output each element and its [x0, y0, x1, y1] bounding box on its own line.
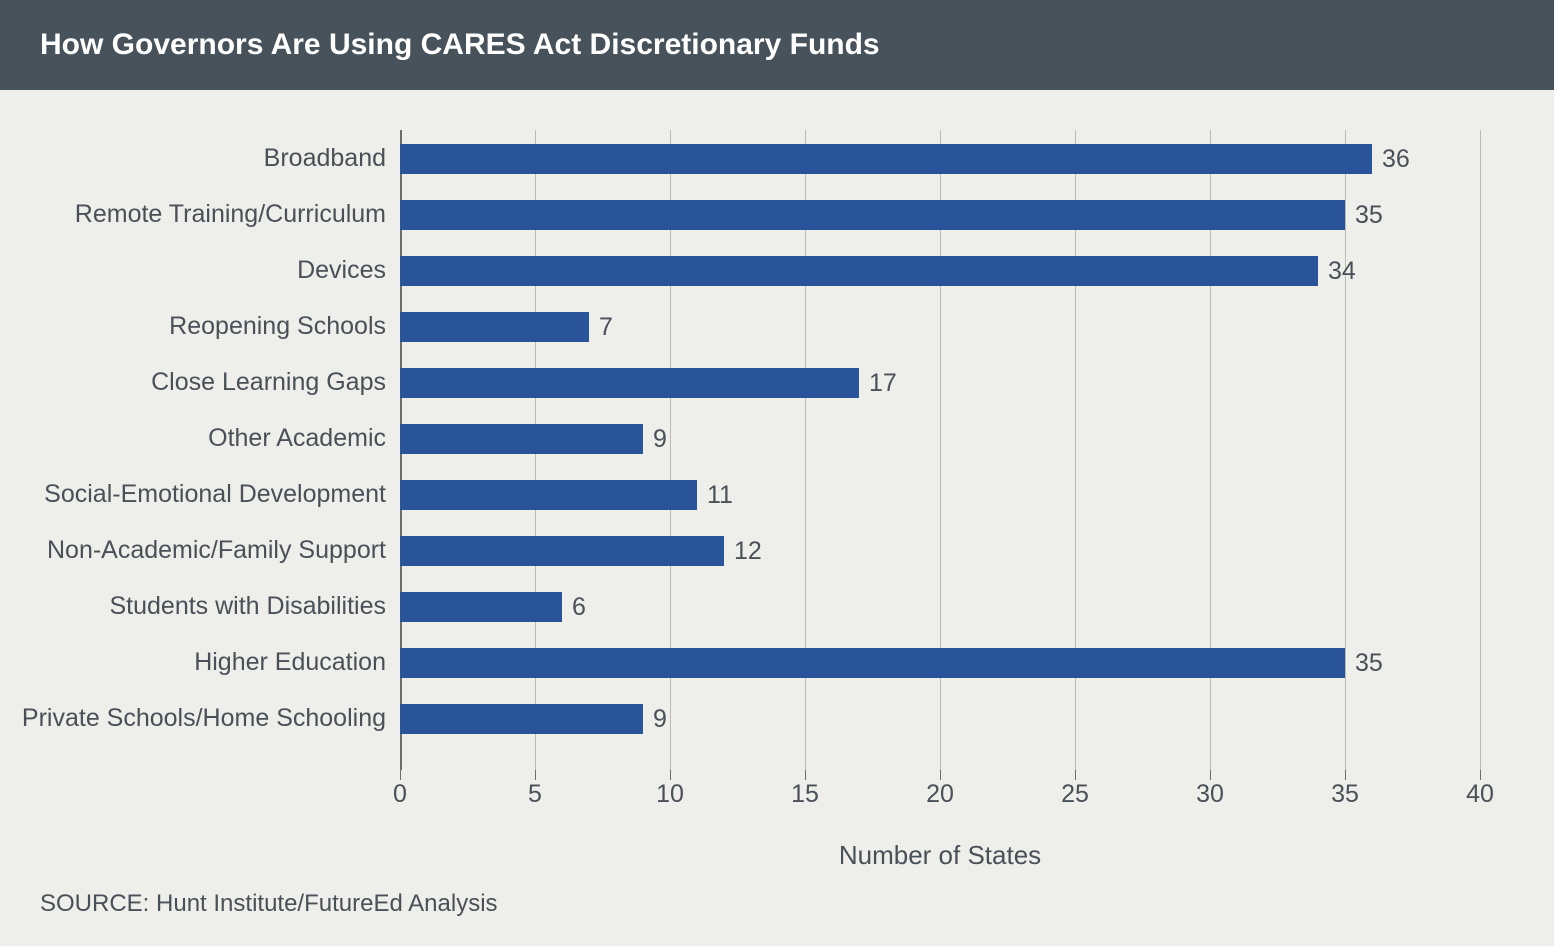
bar: [400, 648, 1345, 678]
category-label: Non-Academic/Family Support: [47, 536, 386, 565]
x-tick-label: 10: [656, 780, 684, 809]
source-text: SOURCE: Hunt Institute/FutureEd Analysis: [40, 890, 498, 918]
x-tick-mark: [1075, 770, 1076, 780]
x-tick-mark: [400, 770, 401, 780]
x-tick-label: 25: [1061, 780, 1089, 809]
bar: [400, 312, 589, 342]
x-tick-label: 30: [1196, 780, 1224, 809]
bar-value-label: 17: [869, 369, 897, 398]
x-tick-mark: [535, 770, 536, 780]
x-tick-label: 5: [528, 780, 542, 809]
bar: [400, 200, 1345, 230]
bar-row: 12: [400, 536, 762, 566]
bar-row: 35: [400, 200, 1383, 230]
category-label: Higher Education: [194, 648, 386, 677]
bar-row: 35: [400, 648, 1383, 678]
bar-value-label: 11: [707, 481, 733, 510]
category-label: Devices: [297, 256, 386, 285]
bar-value-label: 12: [734, 537, 762, 566]
category-label: Social-Emotional Development: [44, 480, 386, 509]
x-tick-mark: [805, 770, 806, 780]
bar: [400, 536, 724, 566]
bar-value-label: 35: [1355, 649, 1383, 678]
bar: [400, 592, 562, 622]
category-label: Other Academic: [208, 424, 386, 453]
x-tick-label: 35: [1331, 780, 1359, 809]
bar-row: 34: [400, 256, 1356, 286]
x-tick-mark: [1345, 770, 1346, 780]
bar-value-label: 34: [1328, 257, 1356, 286]
category-label: Close Learning Gaps: [151, 368, 386, 397]
bar: [400, 480, 697, 510]
chart-container: How Governors Are Using CARES Act Discre…: [0, 0, 1554, 946]
bar: [400, 256, 1318, 286]
category-label: Broadband: [264, 144, 386, 173]
x-tick-label: 20: [926, 780, 954, 809]
category-label: Private Schools/Home Schooling: [22, 704, 386, 733]
bar-value-label: 36: [1382, 145, 1410, 174]
bar: [400, 704, 643, 734]
x-tick-mark: [1480, 770, 1481, 780]
x-tick-mark: [1210, 770, 1211, 780]
bar-row: 17: [400, 368, 897, 398]
x-tick-label: 15: [791, 780, 819, 809]
plot-area: Number of States 05101520253035403635347…: [400, 130, 1480, 770]
category-label: Students with Disabilities: [109, 592, 386, 621]
x-axis-title: Number of States: [839, 840, 1041, 871]
bar-row: 9: [400, 424, 667, 454]
bar-value-label: 35: [1355, 201, 1383, 230]
bar-value-label: 9: [653, 705, 667, 734]
category-label: Remote Training/Curriculum: [75, 200, 386, 229]
bar-row: 36: [400, 144, 1410, 174]
x-tick-mark: [940, 770, 941, 780]
bar-row: 6: [400, 592, 586, 622]
bar: [400, 144, 1372, 174]
bar-row: 7: [400, 312, 613, 342]
chart-title: How Governors Are Using CARES Act Discre…: [0, 0, 1554, 90]
grid-line: [1480, 130, 1481, 770]
bar-value-label: 6: [572, 593, 586, 622]
bar-value-label: 7: [599, 313, 613, 342]
bar: [400, 424, 643, 454]
bar: [400, 368, 859, 398]
x-tick-label: 40: [1466, 780, 1494, 809]
category-label: Reopening Schools: [169, 312, 386, 341]
bar-row: 11: [400, 480, 733, 510]
x-tick-mark: [670, 770, 671, 780]
x-tick-label: 0: [393, 780, 407, 809]
bar-value-label: 9: [653, 425, 667, 454]
bar-row: 9: [400, 704, 667, 734]
